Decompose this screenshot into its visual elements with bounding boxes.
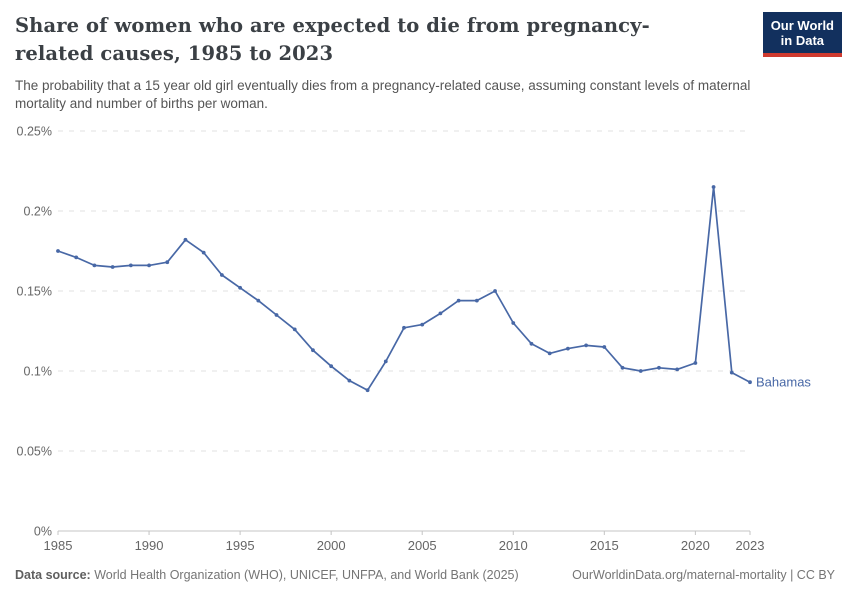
series-line-bahamas[interactable] bbox=[57, 186, 751, 392]
line-chart[interactable]: 0% 0.05% 0.1% 0.15% 0.2% 0.25% 1985 1990 1995 200… bbox=[0, 120, 850, 565]
data-source-text: World Health Organization (WHO), UNICEF,… bbox=[90, 568, 519, 582]
chart-subtitle: The probability that a 15 year old girl … bbox=[15, 78, 751, 111]
gridlines bbox=[58, 130, 750, 532]
data-source-label: Data source: bbox=[15, 568, 91, 582]
svg-text:2005: 2005 bbox=[408, 538, 437, 553]
svg-text:1985: 1985 bbox=[44, 538, 73, 553]
data-source: Data source: World Health Organization (… bbox=[15, 567, 519, 583]
series-end-label[interactable]: Bahamas bbox=[756, 375, 811, 390]
svg-text:0%: 0% bbox=[34, 525, 52, 539]
svg-text:1995: 1995 bbox=[226, 538, 255, 553]
y-axis-labels: 0% 0.05% 0.1% 0.15% 0.2% 0.25% bbox=[17, 125, 52, 539]
page-title: Share of women who are expected to die f… bbox=[15, 14, 650, 65]
x-axis: 1985 1990 1995 2000 2005 2010 2015 2020 2023 bbox=[44, 531, 765, 553]
owid-logo[interactable]: Our World in Data bbox=[762, 12, 842, 57]
point-markers bbox=[56, 185, 752, 393]
svg-text:1990: 1990 bbox=[135, 538, 164, 553]
svg-text:0.2%: 0.2% bbox=[24, 205, 53, 219]
svg-text:0.05%: 0.05% bbox=[17, 445, 52, 459]
attribution-link[interactable]: OurWorldinData.org/maternal-mortality | … bbox=[572, 568, 835, 582]
svg-text:2000: 2000 bbox=[317, 538, 346, 553]
svg-text:0.25%: 0.25% bbox=[17, 125, 52, 139]
chart-area: 0% 0.05% 0.1% 0.15% 0.2% 0.25% 1985 1990 1995 200… bbox=[0, 120, 850, 565]
svg-text:0.1%: 0.1% bbox=[24, 365, 53, 379]
svg-text:2010: 2010 bbox=[499, 538, 528, 553]
svg-text:2020: 2020 bbox=[681, 538, 710, 553]
svg-text:2015: 2015 bbox=[590, 538, 619, 553]
svg-text:2023: 2023 bbox=[736, 538, 765, 553]
chart-footer: Data source: World Health Organization (… bbox=[15, 567, 835, 583]
owid-logo-line1: Our World bbox=[770, 18, 834, 33]
svg-text:0.15%: 0.15% bbox=[17, 285, 52, 299]
owid-logo-line2: in Data bbox=[780, 33, 825, 48]
